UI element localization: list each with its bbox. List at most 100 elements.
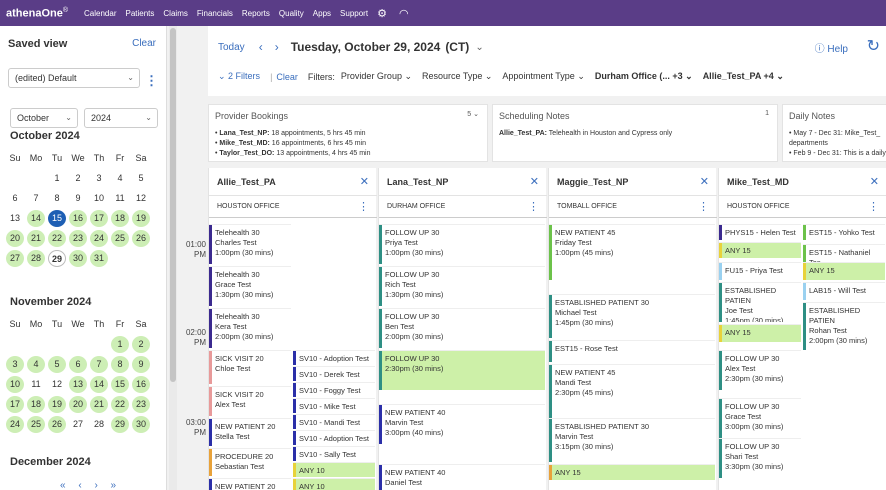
appointment-block[interactable]: SV10 - Adoption Test — [293, 350, 375, 365]
year-select[interactable]: 2024 ⌄ — [84, 108, 158, 128]
appointment-block[interactable]: NEW PATIENT 45 Mandi Test 2:30pm (45 mins) — [549, 364, 715, 424]
calendar-day[interactable]: 27 — [72, 419, 83, 429]
close-icon[interactable]: ✕ — [529, 176, 539, 188]
appointment-block[interactable]: ANY 10 — [293, 478, 375, 490]
card-count[interactable]: 5 ⌄ — [467, 110, 479, 118]
appointment-block[interactable]: FOLLOW UP 30 2:30pm (30 mins) — [379, 350, 545, 390]
calendar-day[interactable]: 24 — [90, 230, 108, 247]
calendar-day[interactable]: 29 — [48, 250, 66, 267]
close-icon[interactable]: ✕ — [699, 176, 709, 188]
calendar-day[interactable]: 4 — [27, 356, 45, 373]
calendar-day[interactable]: 5 — [138, 173, 144, 183]
refresh-icon[interactable]: ↻ — [866, 38, 880, 55]
appointment-block[interactable]: SICK VISIT 20 Alex Test — [209, 386, 291, 416]
appointment-block[interactable]: PHYS15 - Helen Test — [719, 224, 801, 240]
calendar-day[interactable]: 16 — [132, 376, 150, 393]
nav-item-patients[interactable]: Patients — [125, 8, 155, 18]
next-day-button[interactable]: › — [274, 40, 279, 54]
calendar-day[interactable]: 23 — [132, 396, 150, 413]
appointment-block[interactable]: FU15 - Priya Test — [719, 262, 801, 280]
saved-view-clear-link[interactable]: Clear — [132, 38, 156, 49]
calendar-day[interactable]: 27 — [6, 250, 24, 267]
sidebar-scrollbar[interactable] — [169, 26, 177, 490]
calendar-day[interactable]: 20 — [6, 230, 24, 247]
appointment-block[interactable]: SV10 - Derek Test — [293, 366, 375, 381]
calendar-day[interactable]: 16 — [69, 210, 87, 227]
calendar-day[interactable]: 24 — [6, 416, 24, 433]
calendar-day[interactable]: 30 — [132, 416, 150, 433]
appointment-block[interactable]: Telehealth 30 Kera Test 2:00pm (30 mins) — [209, 308, 291, 348]
close-icon[interactable]: ✕ — [359, 176, 369, 188]
appointment-block[interactable]: FOLLOW UP 30 Priya Test 1:00pm (30 mins) — [379, 224, 545, 264]
calendar-day[interactable]: 30 — [69, 250, 87, 267]
provider-name[interactable]: Allie_Test_PA — [217, 177, 276, 187]
nav-item-reports[interactable]: Reports — [241, 8, 270, 18]
more-options-icon[interactable]: ⋮ — [868, 201, 879, 213]
month-select[interactable]: October ⌄ — [10, 108, 78, 128]
calendar-day[interactable]: 19 — [132, 210, 150, 227]
appointment-block[interactable]: LAB15 - Will Test — [803, 282, 885, 300]
chevron-down-icon[interactable]: ⌄ — [475, 41, 484, 53]
filter-dropdown[interactable]: Durham Office (... +3 ⌄ — [595, 71, 693, 82]
filter-dropdown[interactable]: Provider Group ⌄ — [341, 71, 412, 82]
saved-view-select[interactable]: (edited) Default ⌄ — [8, 68, 140, 88]
calendar-day[interactable]: 29 — [111, 416, 129, 433]
more-options-icon[interactable]: ⋮ — [145, 73, 158, 88]
appointment-block[interactable]: FOLLOW UP 30 Shari Test 3:30pm (30 mins) — [719, 438, 801, 478]
calendar-day[interactable]: 2 — [75, 173, 81, 183]
calendar-day[interactable]: 17 — [6, 396, 24, 413]
nav-item-quality[interactable]: Quality — [278, 8, 304, 18]
more-options-icon[interactable]: ⋮ — [528, 201, 539, 213]
appointment-block[interactable]: SICK VISIT 20 Chloe Test — [209, 350, 291, 384]
appointment-block[interactable]: NEW PATIENT 20 Stella Test — [209, 418, 291, 446]
calendar-day[interactable]: 6 — [69, 356, 87, 373]
calendar-day[interactable]: 22 — [48, 230, 66, 247]
appointment-block[interactable]: NEW PATIENT 45 Friday Test 1:00pm (45 mins… — [549, 224, 715, 280]
calendar-day[interactable]: 13 — [69, 376, 87, 393]
appointment-block[interactable]: ESTABLISHED PATIEN Rohan Test 2:00pm (30 m… — [803, 302, 885, 350]
calendar-day[interactable]: 13 — [9, 213, 20, 223]
appointment-block[interactable]: ESTABLISHED PATIENT 30 Marvin Test 3:15pm … — [549, 418, 715, 462]
appointment-block[interactable]: NEW PATIENT 40 Marvin Test 3:00pm (40 mins… — [379, 404, 545, 444]
calendar-day[interactable]: 28 — [27, 250, 45, 267]
calendar-day[interactable]: 14 — [90, 376, 108, 393]
appointment-block[interactable]: ANY 10 — [293, 462, 375, 477]
calendar-day[interactable]: 3 — [6, 356, 24, 373]
calendar-day[interactable]: 10 — [93, 193, 104, 203]
appointment-block[interactable]: ESTABLISHED PATIENT 30 Michael Test 1:45pm… — [549, 294, 715, 338]
appointment-block[interactable]: SV10 - Mandi Test — [293, 414, 375, 429]
provider-name[interactable]: Mike_Test_MD — [727, 177, 789, 187]
calendar-day[interactable]: 10 — [6, 376, 24, 393]
calendar-day[interactable]: 28 — [93, 419, 104, 429]
current-date[interactable]: Tuesday, October 29, 2024 — [290, 40, 441, 54]
nav-item-apps[interactable]: Apps — [312, 8, 332, 18]
calendar-day[interactable]: 19 — [48, 396, 66, 413]
calendar-day[interactable]: 8 — [54, 193, 60, 203]
appointment-block[interactable]: ANY 15 — [719, 324, 801, 342]
appointment-block[interactable]: PROCEDURE 20 Sebastian Test — [209, 448, 291, 476]
nav-item-support[interactable]: Support — [340, 8, 369, 18]
filter-dropdown[interactable]: Resource Type ⌄ — [422, 71, 492, 82]
appointment-block[interactable]: SV10 - Sally Test — [293, 446, 375, 461]
calendar-day[interactable]: 17 — [90, 210, 108, 227]
gauge-icon[interactable]: ◠ — [398, 7, 409, 20]
calendar-day[interactable]: 5 — [48, 356, 66, 373]
calendar-day[interactable]: 20 — [69, 396, 87, 413]
card-count[interactable]: 1 — [765, 110, 769, 117]
appointment-block[interactable]: EST15 - Rose Test — [549, 340, 715, 362]
calendar-day[interactable]: 18 — [27, 396, 45, 413]
calendar-day[interactable]: 7 — [90, 356, 108, 373]
provider-name[interactable]: Maggie_Test_NP — [557, 177, 629, 187]
appointment-block[interactable]: NEW PATIENT 40 Daniel Test — [379, 464, 545, 490]
calendar-day[interactable]: 25 — [111, 230, 129, 247]
calendar-day[interactable]: 11 — [115, 193, 125, 203]
appointment-block[interactable]: Telehealth 30 Grace Test 1:30pm (30 mins) — [209, 266, 291, 306]
appointment-block[interactable]: FOLLOW UP 30 Grace Test 3:00pm (30 mins) — [719, 398, 801, 438]
appointment-block[interactable]: FOLLOW UP 30 Alex Test 2:30pm (30 mins) — [719, 350, 801, 390]
calendar-day[interactable]: 9 — [75, 193, 81, 203]
provider-name[interactable]: Lana_Test_NP — [387, 177, 449, 187]
calendar-day[interactable]: 18 — [111, 210, 129, 227]
clear-filters-link[interactable]: Clear — [276, 71, 298, 82]
calendar-day[interactable]: 21 — [90, 396, 108, 413]
nav-item-claims[interactable]: Claims — [163, 8, 188, 18]
